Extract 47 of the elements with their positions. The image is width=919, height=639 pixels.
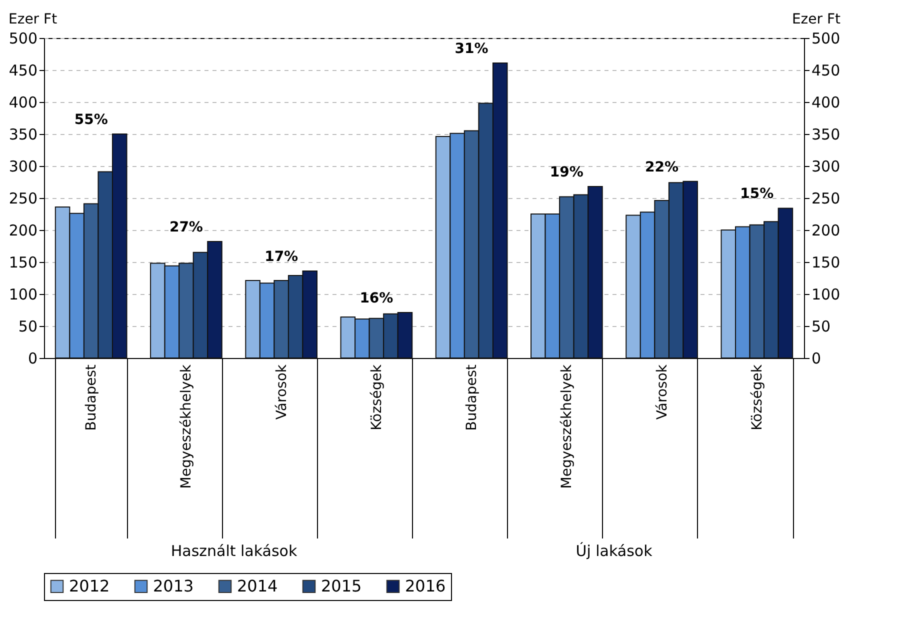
y-tick-label: 150 bbox=[8, 254, 38, 272]
y2-tick-label: 450 bbox=[812, 62, 840, 80]
y2-tick-label: 50 bbox=[812, 318, 831, 336]
y2-tick-label: 250 bbox=[812, 190, 840, 208]
y2-tick-label: 350 bbox=[812, 126, 840, 144]
annotation: 27% bbox=[169, 220, 203, 236]
annotation: 55% bbox=[74, 112, 108, 128]
y-tick-label: 100 bbox=[8, 286, 38, 304]
y2-tick-label: 100 bbox=[812, 286, 840, 304]
y-tick-label: 50 bbox=[18, 318, 38, 336]
x-tick-label: Községek bbox=[368, 364, 385, 430]
y2-tick-label: 150 bbox=[812, 254, 840, 272]
annotation: 17% bbox=[264, 248, 298, 265]
x-tick-label: Városok bbox=[274, 364, 290, 420]
x-tick-label: Megyeszékhelyek bbox=[178, 364, 195, 489]
x-tick-label: Községek bbox=[749, 364, 766, 430]
legend-label: 2012 bbox=[69, 576, 110, 596]
y2-axis-title: Ezer Ft bbox=[792, 12, 842, 28]
text: Használt lakások bbox=[170, 542, 298, 560]
y2-tick-label: 400 bbox=[812, 94, 840, 112]
annotation: 16% bbox=[360, 290, 394, 307]
y-tick-label: 250 bbox=[8, 190, 38, 208]
legend-label: 2013 bbox=[153, 576, 194, 596]
y-tick-label: 200 bbox=[8, 222, 38, 240]
annotation: 22% bbox=[645, 159, 679, 176]
y-tick-label: 500 bbox=[8, 30, 38, 48]
annotation: 19% bbox=[550, 164, 584, 180]
y-tick-label: 0 bbox=[28, 350, 38, 368]
y-tick-label: 350 bbox=[8, 126, 38, 144]
annotation: 31% bbox=[454, 40, 488, 57]
y2-tick-label: 0 bbox=[812, 350, 822, 368]
y2-tick-label: 200 bbox=[812, 222, 840, 240]
y2-tick-label: 500 bbox=[812, 30, 840, 48]
x-tick-label: Budapest bbox=[464, 364, 480, 431]
annotation: 15% bbox=[740, 186, 774, 202]
text: Új lakások bbox=[576, 542, 653, 560]
x-tick-label: Városok bbox=[654, 364, 670, 420]
x-tick-label: Budapest bbox=[84, 364, 100, 431]
legend-label: 2016 bbox=[405, 576, 446, 596]
legend-label: 2015 bbox=[321, 576, 362, 596]
legend-label: 2014 bbox=[237, 576, 278, 596]
y-tick-label: 400 bbox=[8, 94, 38, 112]
y-tick-label: 300 bbox=[8, 158, 38, 176]
y-axis-title: Ezer Ft bbox=[8, 12, 58, 28]
y2-tick-label: 300 bbox=[812, 158, 840, 176]
x-tick-label: Megyeszékhelyek bbox=[559, 364, 576, 489]
y-tick-label: 450 bbox=[8, 62, 38, 80]
